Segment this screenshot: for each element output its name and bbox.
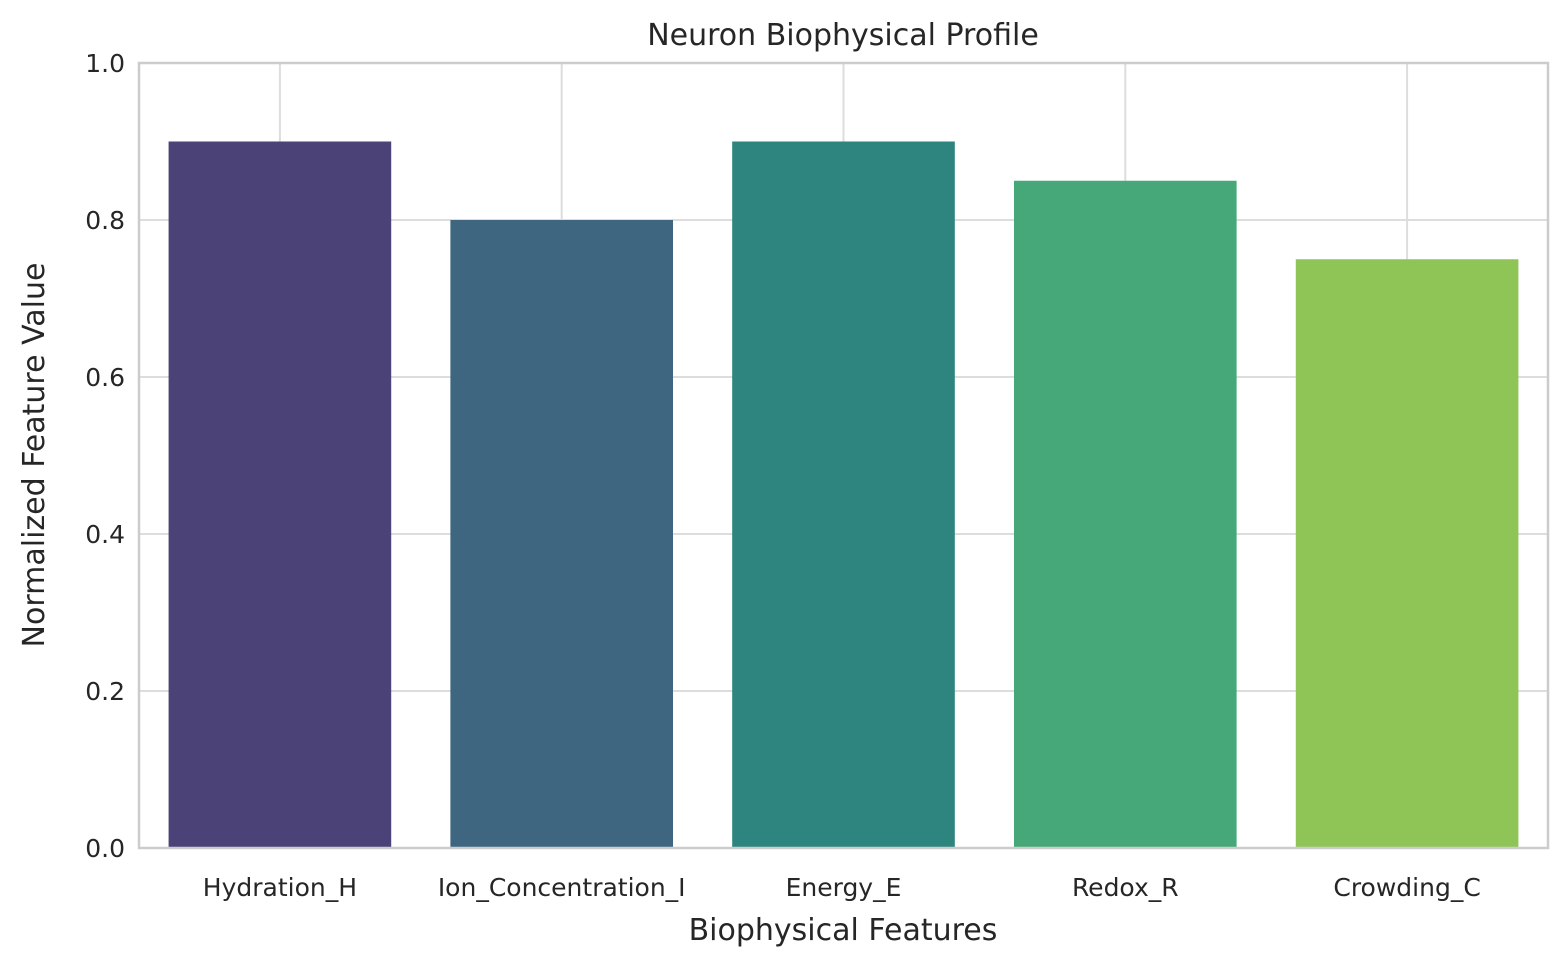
chart-title: Neuron Biophysical Profile [647,18,1039,53]
bar-hydration-h [168,141,392,848]
y-tick-label: 0.8 [85,206,125,235]
bar-layer [168,141,1519,848]
bar-ion-concentration-i [450,220,674,848]
bar-energy-e [732,141,955,848]
y-tick-label: 0.6 [85,363,125,392]
bar-crowding-c [1295,259,1519,848]
x-tick-label: Crowding_C [1333,873,1480,902]
y-tick-label: 0.4 [85,520,125,549]
y-tick-label: 0.2 [85,677,125,706]
x-axis-label: Biophysical Features [689,913,998,948]
y-axis-label: Normalized Feature Value [17,263,52,648]
bar-redox-r [1013,180,1237,848]
y-tick-label: 1.0 [85,49,125,78]
plot-frame [137,61,1550,850]
y-tick-labels: 0.0 0.2 0.4 0.6 0.8 1.0 [85,49,125,863]
y-tick-label: 0.0 [85,834,125,863]
x-tick-label: Energy_E [786,873,902,902]
x-tick-label: Hydration_H [203,873,357,902]
x-tick-label: Redox_R [1072,873,1179,902]
x-tick-labels: Hydration_H Ion_Concentration_I Energy_E Re… [203,873,1481,902]
x-tick-label: Ion_Concentration_I [438,873,686,902]
